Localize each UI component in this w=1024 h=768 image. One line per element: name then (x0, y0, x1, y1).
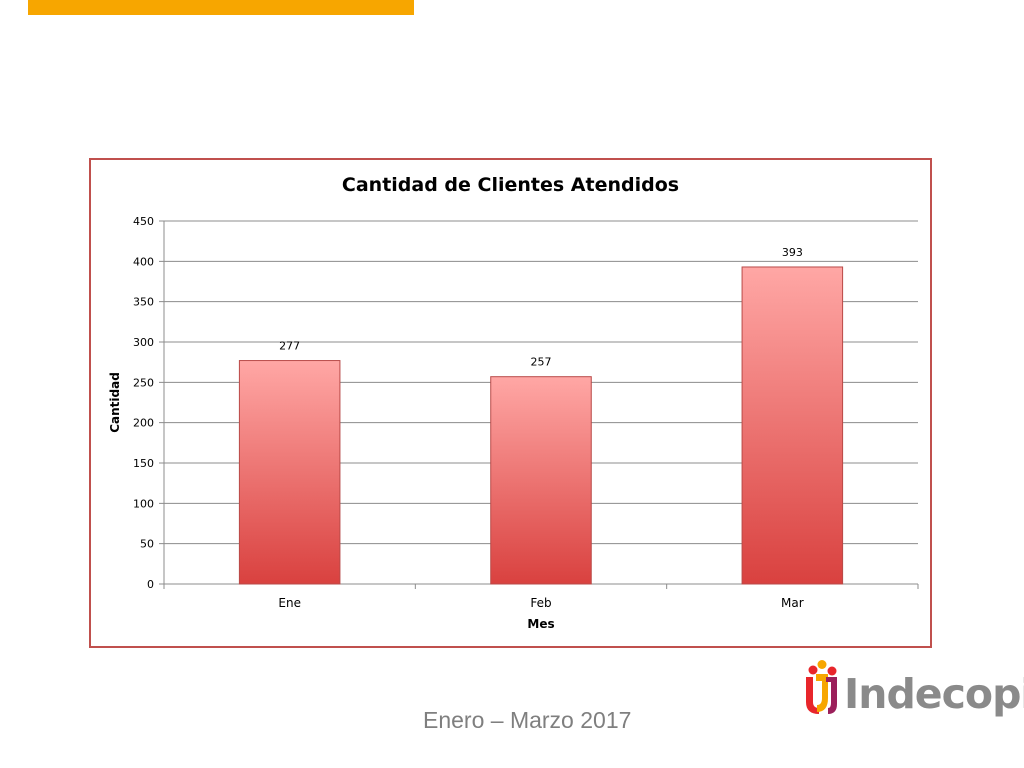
y-tick-label: 400 (133, 255, 154, 268)
bar-feb (490, 376, 592, 585)
y-tick-label: 450 (133, 215, 154, 228)
y-tick-label: 300 (133, 336, 154, 349)
x-tick-label: Feb (530, 596, 551, 610)
top-accent-bar (28, 0, 414, 15)
bar-mar (741, 266, 844, 585)
brand-name: Indecopi (844, 670, 1024, 718)
y-tick-label: 0 (147, 578, 154, 591)
labels: 0 50 100 150 200 250 300 350 400 450 277 Ene 257 Feb 3… (133, 215, 804, 610)
y-tick-label: 200 (133, 417, 154, 430)
chart-title: Cantidad de Clientes Atendidos (341, 174, 680, 196)
chart-frame: Cantidad de Clientes Atendidos 0 50 100 150… (89, 158, 932, 648)
y-tick-label: 50 (140, 538, 154, 551)
x-tick-label: Ene (278, 596, 301, 610)
bar-chart: 0 50 100 150 200 250 300 350 400 450 277 Ene 257 Feb 3… (108, 215, 919, 631)
bars (238, 266, 844, 585)
period-caption: Enero – Marzo 2017 (423, 707, 632, 733)
y-tick-label: 100 (133, 497, 154, 510)
bar-ene (238, 360, 341, 585)
x-tick-label: Mar (781, 596, 804, 610)
y-tick-label: 350 (133, 296, 154, 309)
data-label: 393 (782, 246, 803, 259)
indecopi-logo-icon (806, 660, 837, 714)
y-axis-label: Cantidad (108, 372, 122, 433)
x-axis-label: Mes (527, 617, 554, 631)
data-label: 257 (531, 356, 552, 369)
y-tick-label: 250 (133, 376, 154, 389)
y-tick-label: 150 (133, 457, 154, 470)
data-label: 277 (279, 340, 300, 353)
